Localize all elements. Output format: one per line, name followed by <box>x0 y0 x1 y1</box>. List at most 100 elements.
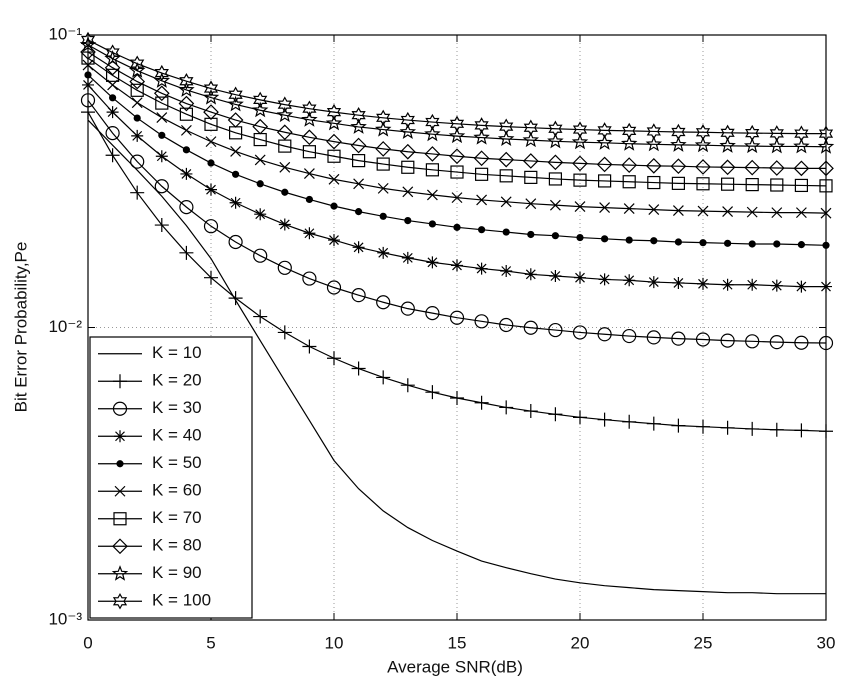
y-tick-label: 10⁻¹ <box>48 24 82 43</box>
data-point <box>793 137 810 154</box>
data-point <box>720 124 735 142</box>
data-point <box>105 44 120 61</box>
legend-marker <box>113 374 127 389</box>
data-point <box>524 268 537 281</box>
data-point <box>400 301 415 316</box>
data-point <box>670 158 687 175</box>
data-point <box>402 186 414 198</box>
data-point <box>180 124 192 136</box>
data-point <box>695 124 711 141</box>
data-point <box>303 168 315 179</box>
data-point <box>699 239 707 247</box>
data-point <box>818 160 834 177</box>
data-point <box>795 280 808 293</box>
data-point <box>278 218 291 231</box>
data-point <box>131 129 144 142</box>
data-point <box>476 194 488 206</box>
data-point <box>745 177 759 192</box>
data-point <box>276 124 293 141</box>
data-point <box>719 159 736 176</box>
data-point <box>499 400 514 415</box>
data-point <box>156 112 168 124</box>
data-point <box>722 206 734 218</box>
legend-marker <box>112 538 128 555</box>
data-point <box>818 125 834 142</box>
data-point <box>719 137 736 153</box>
data-point <box>131 97 143 109</box>
data-point <box>499 118 514 135</box>
data-point <box>819 179 833 193</box>
data-point <box>207 159 215 167</box>
data-point <box>229 196 242 209</box>
data-point <box>82 78 94 91</box>
data-point <box>622 175 636 189</box>
data-point <box>770 178 784 192</box>
data-point <box>179 73 194 90</box>
data-point <box>453 223 461 231</box>
data-point <box>276 106 294 123</box>
data-point <box>81 105 95 120</box>
data-point <box>352 241 365 254</box>
data-point <box>128 62 146 78</box>
legend-marker <box>111 565 129 581</box>
data-point <box>252 118 269 135</box>
legend-label: K = 30 <box>152 398 202 417</box>
data-point <box>130 185 145 200</box>
data-point <box>379 212 387 220</box>
data-point <box>277 96 292 113</box>
data-point <box>475 262 488 275</box>
data-point <box>474 314 489 329</box>
data-point <box>548 120 563 137</box>
data-point <box>305 195 313 204</box>
legend-marker <box>114 430 126 443</box>
data-point <box>670 136 687 152</box>
data-point <box>573 173 587 187</box>
legend-label: K = 10 <box>152 343 202 362</box>
data-point <box>326 280 342 295</box>
data-point <box>129 73 146 90</box>
data-point <box>425 306 440 321</box>
data-point <box>478 226 486 234</box>
data-point <box>426 189 438 201</box>
legend-marker <box>112 593 128 610</box>
legend-label: K = 90 <box>152 563 202 582</box>
data-point <box>572 325 588 340</box>
data-point <box>475 167 489 181</box>
legend: K = 10 K = 20 K = 30 K = 40 K = 50 K = 60 K = … <box>89 336 253 619</box>
data-point <box>449 115 465 133</box>
data-point <box>797 241 806 249</box>
series-line <box>87 51 826 169</box>
data-point <box>672 276 685 289</box>
x-tick-label: 20 <box>571 633 590 652</box>
data-point <box>622 328 637 344</box>
data-point <box>377 246 390 259</box>
data-point <box>522 131 540 148</box>
data-point <box>548 172 563 186</box>
data-point <box>105 148 120 163</box>
data-point <box>598 273 611 286</box>
data-point <box>202 88 220 105</box>
data-point <box>376 295 391 310</box>
legend-label: K = 60 <box>152 481 202 500</box>
legend-marker <box>116 460 124 468</box>
series-line <box>87 57 827 187</box>
data-point <box>253 91 268 109</box>
data-point <box>648 204 660 216</box>
data-point <box>328 173 340 185</box>
data-point <box>228 234 243 250</box>
data-point <box>154 64 169 82</box>
data-point <box>748 240 756 248</box>
data-point <box>793 160 810 177</box>
x-tick-label: 0 <box>83 633 92 652</box>
data-point <box>572 155 588 172</box>
data-point <box>253 248 268 263</box>
data-point <box>745 124 760 142</box>
data-point <box>277 260 292 275</box>
data-point <box>721 278 734 291</box>
data-point <box>178 81 195 97</box>
data-point <box>574 271 586 284</box>
data-point <box>794 125 809 142</box>
data-point <box>768 137 786 154</box>
data-point <box>130 154 145 169</box>
data-point <box>671 176 686 190</box>
